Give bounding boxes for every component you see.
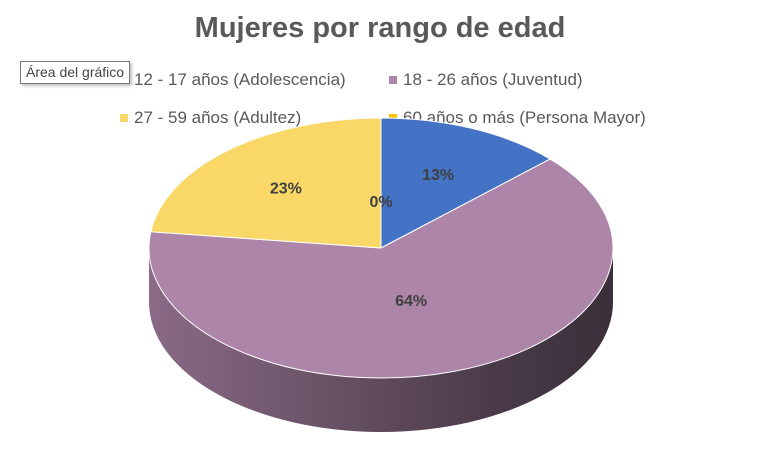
legend-item-adultez[interactable]: 27 - 59 años (Adultez)	[120, 108, 301, 128]
legend-label: 12 - 17 años (Adolescencia)	[134, 70, 346, 89]
legend-swatch	[389, 76, 397, 84]
legend-label: 60 años o más (Persona Mayor)	[403, 108, 646, 127]
chart-legend[interactable]: 12 - 17 años (Adolescencia) 18 - 26 años…	[0, 0, 760, 140]
pie-labels: 13% 64% 23% 0%	[270, 167, 454, 310]
pie-top	[148, 117, 614, 379]
slice-adolescencia[interactable]	[380, 117, 552, 249]
pie-side	[149, 248, 613, 432]
legend-item-juventud[interactable]: 18 - 26 años (Juventud)	[389, 70, 583, 90]
pie-side-band	[149, 248, 613, 432]
legend-label: 18 - 26 años (Juventud)	[403, 70, 583, 89]
chart-title: Mujeres por rango de edad	[194, 12, 566, 44]
legend-label: 27 - 59 años (Adultez)	[134, 108, 302, 127]
data-label-adultez: 23%	[270, 181, 302, 198]
data-label-juventud: 64%	[395, 293, 427, 310]
data-label-persona-mayor: 0%	[369, 194, 392, 211]
slice-adultez[interactable]	[150, 117, 382, 249]
data-label-adolescencia: 13%	[422, 167, 454, 184]
legend-swatch	[120, 114, 128, 122]
slice-juventud[interactable]	[148, 158, 614, 379]
chart-area-tooltip: Área del gráfico	[20, 61, 131, 84]
